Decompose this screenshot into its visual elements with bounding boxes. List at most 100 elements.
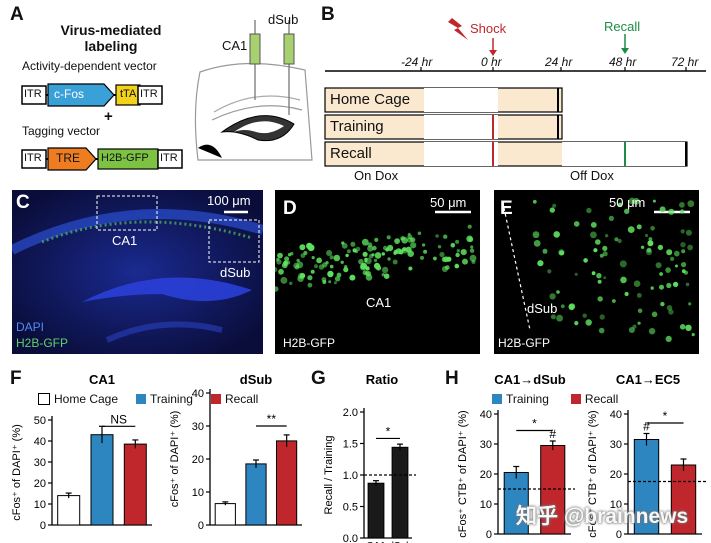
gfp-cell	[687, 244, 693, 251]
gfp-cell	[277, 252, 283, 259]
bar	[540, 445, 566, 535]
gfp-cell	[455, 239, 460, 244]
y-tick-label: 1.0	[343, 470, 358, 482]
gfp-cell	[383, 273, 390, 279]
y-tick-label: 50	[34, 415, 46, 427]
region-label-ca1-c: CA1	[112, 233, 138, 248]
gfp-cell	[467, 224, 472, 229]
chart-title: CA1	[89, 372, 115, 387]
gfp-cell	[593, 248, 598, 253]
gfp-cell	[352, 248, 357, 253]
stain-label-dapi: DAPI	[16, 320, 45, 334]
chart-title: dSub	[240, 372, 273, 387]
gfp-cell	[681, 262, 687, 268]
time-label-24: 24 hr	[545, 55, 573, 69]
gfp-cell	[633, 280, 641, 287]
significance-label: **	[267, 412, 277, 426]
chart-ratio: Ratio Recall / Training 0.0 0.5 1.0 1.5 2.0 CA1…	[323, 372, 416, 543]
panel-label-e: E	[500, 198, 513, 219]
gfp-cell	[368, 253, 374, 259]
y-tick-label: 40	[610, 409, 622, 421]
micrograph-e-image	[503, 197, 695, 342]
gfp-cell	[410, 242, 417, 249]
gfp-cell	[362, 251, 368, 257]
gfp-cell	[275, 267, 278, 272]
gfp-cell	[296, 258, 300, 263]
gfp-cell	[650, 286, 654, 290]
gfp-cell	[367, 245, 374, 252]
gfp-cell	[386, 235, 391, 240]
chart-title: CA1→dSub	[494, 372, 566, 387]
hash-marker: #	[643, 420, 650, 434]
gfp-cell	[549, 293, 556, 300]
y-tick-label: 0	[616, 529, 622, 541]
gfp-cell	[602, 251, 608, 257]
gfp-cell	[329, 264, 334, 269]
gfp-cell	[573, 221, 580, 227]
gfp-cell	[542, 248, 548, 254]
gfp-cell	[374, 252, 382, 259]
gfp-cell	[603, 276, 607, 280]
gfp-cell	[462, 258, 468, 265]
watermark: 知乎 @brainnews	[516, 505, 689, 528]
y-tick-label: 30	[34, 457, 46, 469]
y-tick-label: 10	[610, 499, 622, 511]
chart-ca1-dsub: CA1→dSub cFos⁺ CTB⁺ of DAPI⁺ (%) 0 10 20 30 40…	[457, 372, 575, 541]
plus-sign: +	[104, 108, 113, 125]
gfp-cell	[420, 255, 424, 260]
gfp-cell	[596, 273, 602, 279]
gfp-cell	[364, 259, 368, 263]
y-tick-label: 0	[40, 520, 46, 532]
lightning-icon	[448, 18, 468, 40]
micrograph-hippocampus	[12, 190, 263, 354]
gfp-cell	[598, 327, 605, 334]
gfp-cell	[325, 261, 329, 265]
gfp-cell	[533, 240, 541, 247]
chart-ca1: CA1 cFos⁺ of DAPI⁺ (%) 0 10 20 30 40 50 NS	[11, 372, 152, 532]
gfp-cell	[322, 280, 327, 284]
bar	[276, 440, 298, 526]
recall-event-label: Recall	[604, 19, 641, 34]
gfp-cell	[284, 256, 290, 262]
gfp-cell	[466, 235, 473, 243]
tta-label: tTA	[120, 88, 137, 100]
gfp-cell	[307, 282, 313, 288]
y-tick-label: 20	[34, 478, 46, 490]
gfp-cell	[687, 200, 695, 208]
gfp-cell	[668, 309, 674, 315]
activity-vector-label: Activity-dependent vector	[22, 59, 157, 73]
gfp-cell	[329, 255, 334, 260]
gfp-cell	[670, 256, 675, 261]
y-axis-label: cFos⁺ of DAPI⁺ (%)	[11, 424, 23, 521]
panel-label-b: B	[321, 4, 335, 25]
gfp-cell	[640, 245, 645, 249]
y-tick-label: 0	[486, 529, 492, 541]
gfp-cell	[637, 308, 643, 314]
gfp-cell	[359, 264, 366, 271]
y-tick-label: 0.0	[343, 533, 358, 543]
y-tick-label: 10	[34, 499, 46, 511]
y-axis-label: Recall / Training	[323, 436, 335, 515]
gfp-cell	[439, 251, 445, 258]
gfp-cell	[675, 264, 678, 268]
gfp-cell	[636, 224, 642, 230]
gfp-cell	[375, 265, 382, 271]
gfp-cell	[334, 276, 341, 282]
home-cage-row	[324, 87, 563, 113]
gfp-cell	[657, 244, 664, 251]
gfp-cell	[558, 249, 565, 256]
gfp-cell	[350, 241, 356, 247]
gfp-cell	[624, 208, 630, 214]
gfp-cell	[381, 266, 389, 274]
panel-a-title: Virus-mediated labeling	[56, 22, 166, 54]
bar	[367, 482, 385, 539]
itr-label-2b: ITR	[160, 152, 178, 164]
gfp-cell	[306, 242, 313, 250]
gfp-cell	[435, 234, 439, 238]
off-dox-label: Off Dox	[570, 168, 614, 183]
y-tick-label: 40	[34, 436, 46, 448]
legend-f: Home Cage Training Recall	[38, 392, 258, 406]
bar	[633, 439, 660, 535]
gfp-cell	[393, 251, 397, 255]
itr-box-1a	[21, 85, 47, 105]
